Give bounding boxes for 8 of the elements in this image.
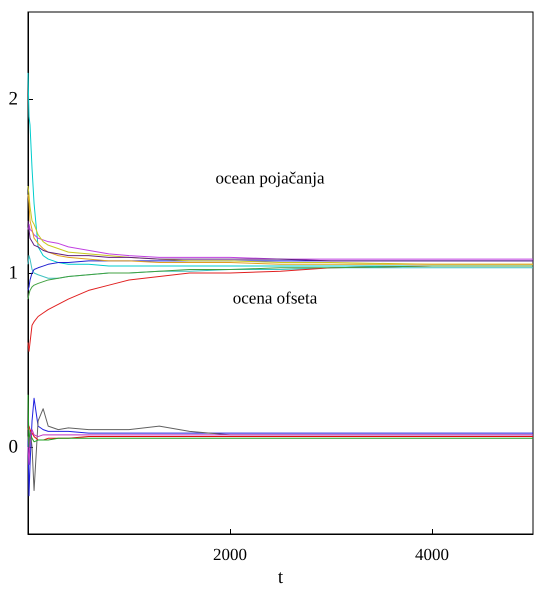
y-tick-label: 2 — [8, 88, 18, 110]
y-tick-label: 0 — [8, 436, 18, 458]
annotation: ocean pojačanja — [215, 168, 325, 188]
x-tick-label: 4000 — [415, 545, 449, 564]
annotation: ocena ofseta — [232, 288, 318, 308]
x-tick-label: 2000 — [213, 545, 247, 564]
x-axis-title: t — [278, 566, 284, 588]
y-tick-label: 1 — [8, 262, 18, 284]
